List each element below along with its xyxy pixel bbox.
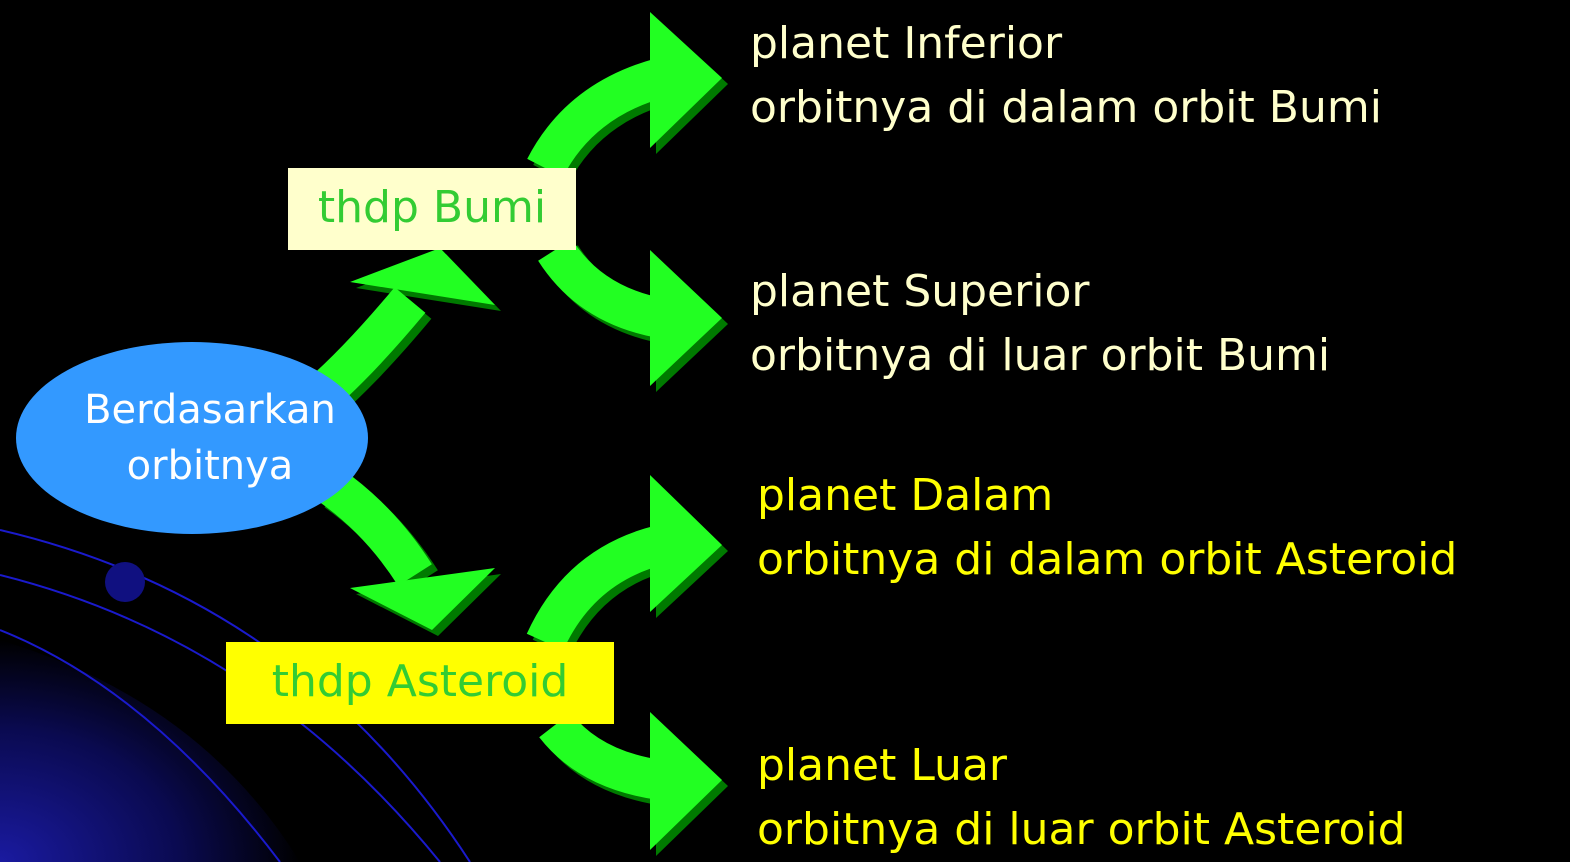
page: {"root": {"lines": ["Berdasarkan", "orbi… bbox=[0, 0, 1570, 862]
slide: Berdasarkan orbitnya thdp Bumi thdp Aste… bbox=[0, 0, 1570, 862]
leaf-description: orbitnya di dalam orbit Asteroid bbox=[757, 534, 1457, 585]
branch-label: thdp Bumi bbox=[318, 182, 546, 233]
leaf-title: planet Superior bbox=[750, 266, 1090, 317]
planet-dot bbox=[105, 562, 145, 602]
leaf-description: orbitnya di dalam orbit Bumi bbox=[750, 82, 1382, 133]
branch-label: thdp Asteroid bbox=[272, 656, 569, 707]
root-label: orbitnya bbox=[127, 443, 294, 489]
leaf-title: planet Dalam bbox=[757, 470, 1053, 521]
root-ellipse bbox=[16, 342, 368, 534]
leaf-description: orbitnya di luar orbit Bumi bbox=[750, 330, 1330, 381]
root-label: Berdasarkan bbox=[84, 387, 336, 433]
leaf-title: planet Luar bbox=[757, 740, 1008, 791]
leaf-description: orbitnya di luar orbit Asteroid bbox=[757, 804, 1406, 855]
leaf-title: planet Inferior bbox=[750, 18, 1063, 69]
